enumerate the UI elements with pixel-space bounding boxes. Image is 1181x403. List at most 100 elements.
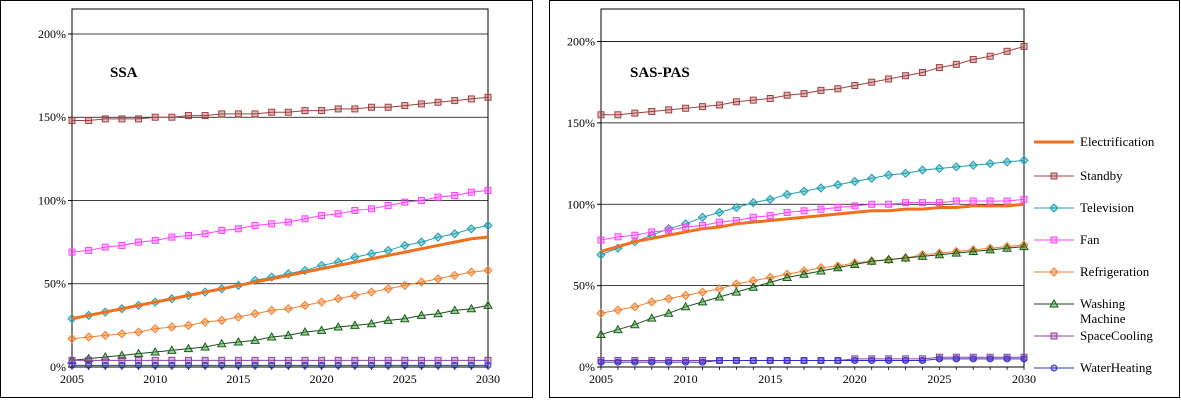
sas-pas-point-waterheating: [732, 356, 740, 364]
sas-pas-point-fan: [715, 218, 723, 226]
ssa-tick-labels: 0% 50% 100% 150% 200% 2005 2010 2015 2020 2025 203…: [38, 27, 500, 386]
sas-pas-point-washing-machine: [951, 248, 962, 257]
ssa-point-washing-machine: [150, 347, 161, 356]
sas-pas-point-washing-machine: [663, 308, 674, 317]
sas-pas-point-fan: [614, 233, 622, 241]
ssa-line-electrification: [71, 235, 489, 321]
sas-pas-point-standby: [597, 111, 605, 119]
ssa-y-tick-label: 0%: [50, 360, 66, 374]
ssa-point-spacecooling: [368, 356, 376, 364]
ssa-point-television: [400, 240, 410, 251]
sas-pas-x-tick-label: 2025: [927, 372, 951, 386]
ssa-point-washing-machine: [250, 335, 260, 344]
ssa-point-fan: [168, 233, 176, 241]
ssa-chart-title: SSA: [110, 65, 138, 81]
ssa-point-waterheating: [301, 361, 309, 369]
ssa-point-washing-machine: [133, 348, 144, 358]
ssa-point-standby: [251, 110, 259, 118]
sas-pas-y-tick-label: 100%: [567, 197, 595, 211]
sas-pas-point-refrigeration: [647, 297, 657, 307]
ssa-point-refrigeration: [200, 317, 210, 327]
sas-pas-series-electrification: [600, 202, 1025, 253]
sas-pas-series-standby: [597, 42, 1028, 119]
sas-pas-point-waterheating: [1020, 355, 1028, 363]
sas-pas-point-fan: [868, 200, 876, 208]
sas-pas-y-tick-label: 0%: [579, 360, 595, 374]
sas-pas-x-tick-label: 2015: [758, 372, 782, 386]
legend-label: Refrigeration: [1080, 264, 1150, 279]
sas-pas-point-refrigeration: [714, 284, 725, 294]
sas-pas-point-standby: [665, 106, 673, 114]
sas-pas-point-standby: [1003, 47, 1011, 55]
sas-pas-point-washing-machine: [917, 251, 928, 260]
ssa-gridlines: [68, 8, 489, 370]
ssa-point-standby: [184, 112, 192, 120]
ssa-x-tick-label: 2010: [143, 372, 167, 386]
ssa-point-fan: [434, 193, 442, 201]
sas-pas-x-tick-label: 2020: [843, 372, 867, 386]
ssa-point-fan: [151, 236, 159, 244]
ssa-point-refrigeration: [433, 274, 443, 284]
ssa-point-waterheating: [234, 361, 242, 369]
sas-pas-point-standby: [935, 64, 943, 72]
ssa-point-waterheating: [334, 361, 342, 369]
ssa-series-fan: [68, 186, 492, 256]
sas-pas-point-waterheating: [665, 358, 673, 366]
sas-pas-point-fan: [783, 208, 791, 216]
sas-pas-point-standby: [918, 68, 926, 76]
sas-pas-point-television: [799, 186, 809, 196]
ssa-point-washing-machine: [483, 300, 493, 309]
sas-pas-point-fan: [682, 223, 690, 231]
sas-pas-point-fan: [648, 228, 656, 236]
legend-label: Standby: [1080, 168, 1123, 183]
ssa-point-spacecooling: [68, 356, 76, 364]
sas-pas-point-fan: [749, 213, 757, 221]
sas-pas-point-waterheating: [800, 356, 808, 364]
sas-pas-point-refrigeration: [596, 308, 606, 319]
ssa-point-fan: [401, 198, 409, 206]
ssa-point-spacecooling: [135, 356, 143, 364]
ssa-point-spacecooling: [201, 356, 209, 364]
sas-pas-series-waterheating: [597, 355, 1028, 366]
ssa-point-standby: [484, 93, 492, 101]
ssa-series-spacecooling: [68, 356, 492, 364]
ssa-x-tick-label: 2015: [226, 372, 250, 386]
ssa-series-waterheating: [68, 361, 492, 369]
sas-pas-line-refrigeration: [600, 244, 1025, 314]
sas-pas-point-refrigeration: [680, 290, 691, 301]
sas-pas-point-waterheating: [682, 358, 690, 366]
sas-pas-point-refrigeration: [731, 279, 742, 289]
sas-pas-point-waterheating: [648, 358, 656, 366]
ssa-point-spacecooling: [301, 356, 309, 364]
sas-pas-point-washing-machine: [629, 319, 640, 329]
ssa-point-television: [483, 220, 493, 231]
ssa-point-washing-machine: [233, 337, 244, 346]
sas-pas-point-fan: [766, 212, 774, 220]
ssa-series-layer: [67, 93, 493, 369]
sas-pas-point-television: [1019, 155, 1029, 166]
ssa-point-spacecooling: [401, 356, 409, 364]
legend-label: Electrification: [1080, 134, 1155, 149]
ssa-point-refrigeration: [183, 320, 194, 331]
sas-pas-point-washing-machine: [934, 249, 945, 259]
ssa-point-television: [466, 224, 477, 234]
ssa-point-refrigeration: [366, 287, 377, 297]
sas-pas-y-tick-label: 200%: [567, 35, 595, 49]
ssa-point-refrigeration: [383, 284, 393, 294]
legend-item-refrigeration: Refrigeration: [1034, 264, 1150, 279]
sas-pas-point-standby: [817, 86, 825, 94]
ssa-point-standby: [85, 117, 93, 125]
ssa-point-spacecooling: [334, 356, 342, 364]
ssa-point-television: [450, 229, 460, 239]
sas-pas-point-waterheating: [851, 356, 859, 364]
sas-pas-point-fan: [986, 197, 994, 205]
sas-pas-point-fan: [597, 236, 605, 244]
ssa-point-refrigeration: [167, 322, 177, 332]
ssa-point-television: [366, 249, 377, 259]
ssa-point-standby: [101, 115, 109, 123]
sas-pas-point-waterheating: [715, 356, 723, 364]
ssa-point-fan: [68, 248, 76, 256]
ssa-point-refrigeration: [416, 277, 427, 287]
ssa-point-washing-machine: [266, 332, 277, 341]
sas-pas-point-television: [985, 158, 995, 169]
